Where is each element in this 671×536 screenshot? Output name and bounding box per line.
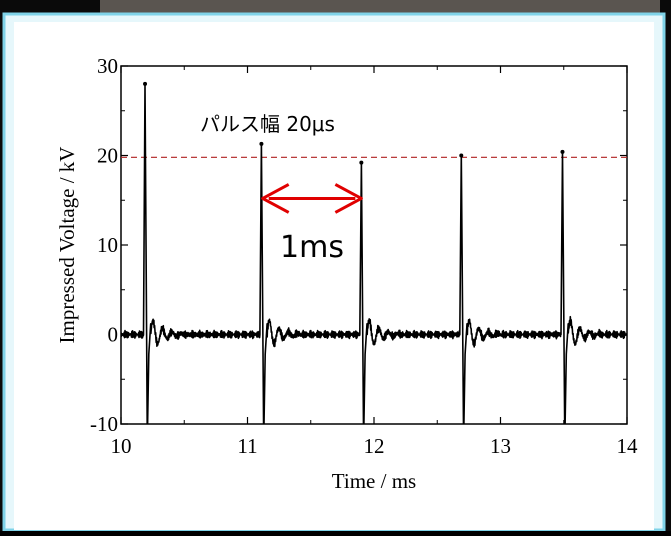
x-tick-label: 10	[111, 434, 132, 458]
y-tick-label: 20	[97, 144, 118, 168]
pulse-peak-point	[459, 153, 464, 158]
interval-arrow-left-head	[261, 183, 290, 214]
x-tick-label: 14	[617, 434, 639, 458]
y-tick-label: 30	[97, 54, 118, 78]
pulse-width-annotation: パルス幅 20μs	[200, 112, 335, 136]
pulse-peak-point	[143, 81, 148, 86]
pulse-peak-point	[259, 141, 264, 146]
pulse-peak-point	[359, 160, 364, 165]
interval-annotation: 1ms	[280, 230, 344, 265]
plot-area: 10 11 12 13 14 -10 0 10 20 30	[90, 54, 638, 458]
x-axis-title: Time / ms	[332, 469, 416, 493]
voltage-trace	[121, 83, 627, 424]
y-tick-label: -10	[90, 412, 118, 436]
x-tick-label: 12	[364, 434, 385, 458]
interval-arrow-right-head	[334, 183, 363, 214]
x-tick-label: 11	[237, 434, 257, 458]
y-axis-title: Impressed Voltage / kV	[55, 147, 79, 344]
y-tick-label: 10	[97, 233, 118, 257]
y-tick-label: 0	[108, 323, 119, 347]
x-tick-label: 13	[490, 434, 511, 458]
pulse-peak-point	[560, 149, 565, 154]
